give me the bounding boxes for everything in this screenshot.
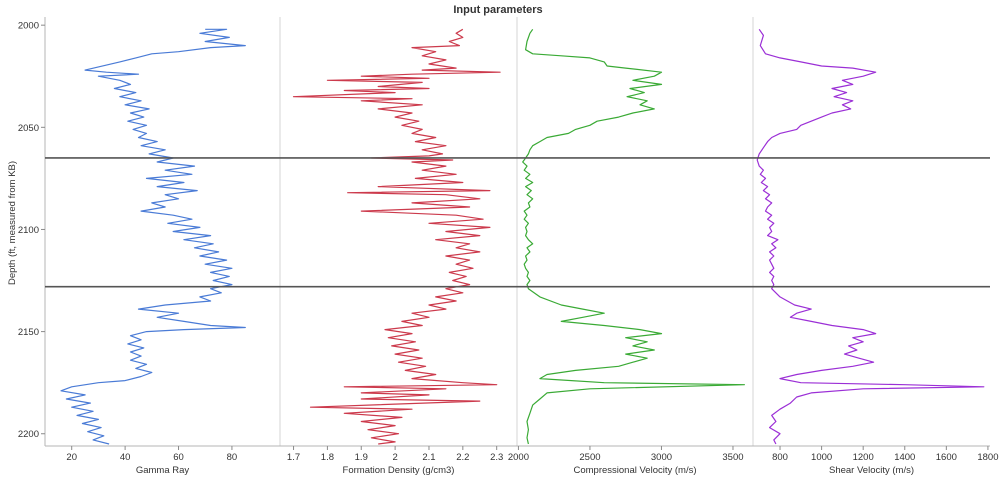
shear-velocity-x-tick-label-5: 1800 [977,452,998,463]
formation-density-x-tick-label-1: 1.8 [321,452,334,463]
formation-density-x-axis-label: Formation Density (g/cm3) [343,465,455,476]
shear-velocity-curve [756,28,985,445]
shear-velocity-x-tick-label-4: 1600 [936,452,957,463]
gamma-ray-curve [60,28,246,445]
gamma-ray-x-tick-label-3: 80 [227,452,238,463]
shear-velocity-x-tick-label-1: 1000 [811,452,832,463]
gamma-ray-x-tick-label-2: 60 [173,452,184,463]
formation-density-x-tick-label-2: 1.9 [355,452,368,463]
compressional-velocity-x-axis-label: Compressional Velocity (m/s) [573,465,696,476]
shear-velocity-x-tick-label-3: 1400 [894,452,915,463]
compressional-velocity-x-tick-label-3: 3500 [722,452,743,463]
compressional-velocity-x-tick-label-1: 2500 [579,452,600,463]
y-tick-label-2100: 2100 [18,225,39,236]
plot-layer: 2000 2050 2100 2150 2200 20 40 60 80 Gamma Ray 1.7… [18,17,998,476]
y-axis-label: Depth (ft, measured from KB) [7,161,18,285]
shear-velocity-x-tick-label-0: 800 [772,452,788,463]
y-tick-label-2050: 2050 [18,123,39,134]
y-tick-label-2200: 2200 [18,429,39,440]
compressional-velocity-x-tick-label-0: 2000 [508,452,529,463]
shear-velocity-x-axis-label: Shear Velocity (m/s) [829,465,914,476]
formation-density-x-tick-label-6: 2.3 [490,452,503,463]
compressional-velocity-curve [522,28,745,445]
chart-title: Input parameters [453,4,542,16]
formation-density-x-tick-label-0: 1.7 [287,452,300,463]
compressional-velocity-x-tick-label-2: 3000 [651,452,672,463]
y-tick-label-2150: 2150 [18,327,39,338]
gamma-ray-x-axis-label: Gamma Ray [136,465,190,476]
formation-density-x-tick-label-5: 2.2 [456,452,469,463]
formation-density-x-tick-label-4: 2.1 [422,452,435,463]
formation-density-curve [292,28,501,445]
shear-velocity-x-tick-label-2: 1200 [853,452,874,463]
gamma-ray-x-tick-label-1: 40 [120,452,131,463]
y-tick-label-2000: 2000 [18,21,39,32]
formation-density-x-tick-label-3: 2 [392,452,397,463]
gamma-ray-x-tick-label-0: 20 [66,452,77,463]
